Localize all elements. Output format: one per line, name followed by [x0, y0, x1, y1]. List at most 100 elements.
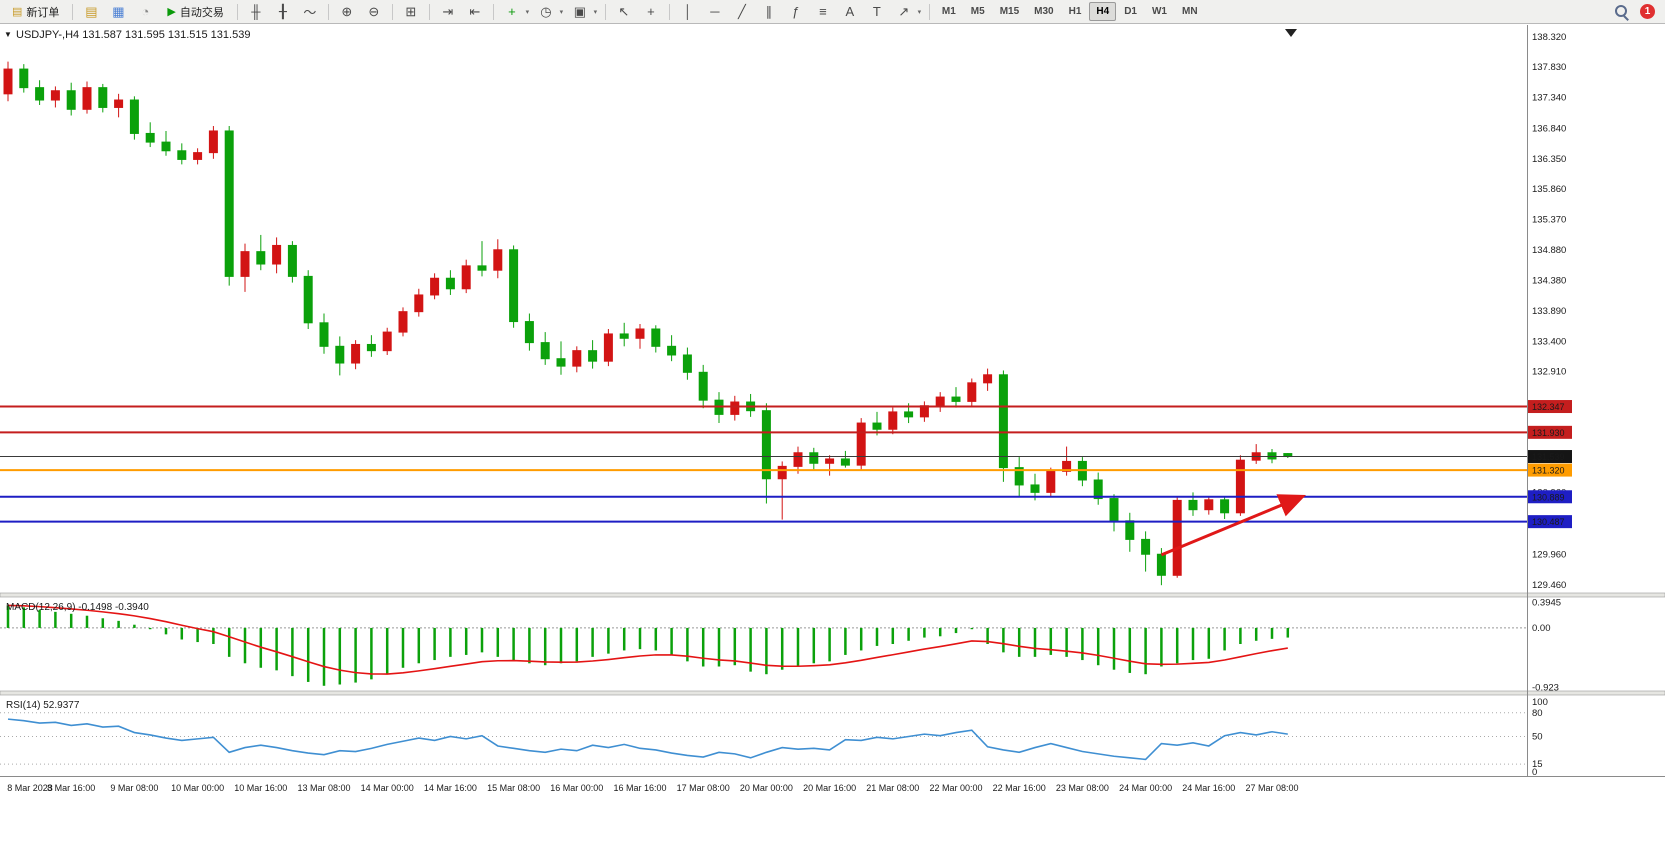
candlestick [366, 335, 376, 357]
toolbar-separator [236, 3, 238, 20]
vertical-line-icon[interactable]: │ [683, 4, 692, 19]
timeframe-button-m30[interactable]: M30 [1034, 6, 1054, 17]
line-chart-icon[interactable]: ～ [303, 5, 317, 20]
collapse-arrow-icon[interactable]: ▼ [4, 30, 12, 39]
fibonacci-icon[interactable]: ƒ [792, 4, 800, 19]
candlestick [398, 307, 408, 337]
arrows-tool-icon-dropdown[interactable]: ▾ [917, 8, 922, 16]
profiles-icon[interactable]: ▦ [112, 3, 125, 19]
new-order-button[interactable]: ▤ 新订单 [4, 1, 67, 23]
periods-icon[interactable]: ◷ [540, 3, 552, 19]
panel-separator[interactable] [0, 690, 1665, 696]
time-axis-label: 27 Mar 08:00 [1245, 783, 1298, 793]
candlestick [50, 86, 60, 108]
channel-icon[interactable]: ∥ [765, 3, 773, 19]
text-icon[interactable]: A [845, 4, 855, 19]
rsi-axis-label: 100 [1532, 697, 1548, 708]
templates-icon-dropdown[interactable]: ▾ [593, 8, 598, 16]
crosshair-icon[interactable]: + [647, 4, 655, 19]
time-axis-label: 24 Mar 16:00 [1182, 783, 1235, 793]
rsi-axis-label: 50 [1532, 732, 1543, 743]
candlestick [761, 403, 771, 504]
candlestick [145, 122, 155, 148]
time-axis-label: 10 Mar 00:00 [171, 783, 224, 793]
svg-text:131.930: 131.930 [1532, 428, 1565, 438]
candlestick [1062, 446, 1072, 476]
indicators-icon-dropdown[interactable]: ▾ [525, 8, 530, 16]
cursor-icon[interactable]: ↖ [618, 3, 630, 19]
candlestick [998, 370, 1008, 482]
candlestick [888, 407, 898, 435]
timeframe-button-m1[interactable]: M1 [941, 6, 956, 17]
chart-title: USDJPY-,H4 131.587 131.595 131.515 131.5… [16, 29, 250, 41]
candlestick [256, 234, 266, 271]
shapes-icon[interactable]: ≡ [819, 4, 827, 19]
bar-chart-icon[interactable]: ╫ [251, 4, 261, 19]
price-axis-label: 129.960 [1532, 549, 1566, 560]
chart-shift-icon[interactable]: ⇤ [469, 3, 481, 19]
periods-icon-dropdown[interactable]: ▾ [559, 8, 564, 16]
price-axis-label: 133.400 [1532, 336, 1566, 347]
candlestick [540, 332, 550, 365]
search-icon[interactable] [1609, 2, 1633, 21]
price-axis-label: 129.460 [1532, 580, 1566, 591]
zoom-out-icon[interactable]: ⊖ [368, 3, 380, 19]
candlestick [82, 81, 92, 114]
candlestick [777, 461, 787, 520]
candlestick [667, 335, 677, 362]
text-label-icon[interactable]: T [872, 4, 881, 19]
time-axis-label: 16 Mar 16:00 [613, 783, 666, 793]
toolbar-separator [604, 3, 606, 20]
macd-indicator-label: MACD(12,26,9) -0.1498 -0.3940 [6, 602, 149, 613]
templates-icon[interactable]: ▣ [573, 3, 587, 19]
candlestick [303, 270, 313, 329]
chart-shift-marker[interactable] [1285, 29, 1297, 37]
new-chart-icon[interactable]: ▤ [85, 3, 98, 19]
price-chart-canvas[interactable]: 138.320 137.830 137.340 136.840 136.350 135.8… [0, 25, 1665, 844]
panel-separator[interactable] [0, 592, 1665, 598]
timeframe-button-m5[interactable]: M5 [970, 6, 985, 17]
timeframe-button-d1[interactable]: D1 [1124, 6, 1137, 17]
candlestick [161, 130, 171, 156]
rsi-axis-label: 80 [1532, 708, 1543, 719]
candlestick [19, 64, 29, 93]
candlestick [1141, 531, 1151, 572]
timeframe-button-h4[interactable]: H4 [1089, 2, 1117, 21]
toolbar-separator [391, 3, 393, 20]
timeframe-button-w1[interactable]: W1 [1151, 6, 1167, 17]
candlestick [967, 378, 977, 406]
arrows-tool-icon[interactable]: ↗ [898, 3, 910, 19]
timeframe-button-mn[interactable]: MN [1181, 6, 1198, 17]
tile-windows-icon[interactable]: ⊞ [405, 3, 417, 19]
macd-axis-label: 0.3945 [1532, 598, 1561, 609]
trendline-icon[interactable]: ╱ [737, 3, 746, 19]
zoom-in-icon[interactable]: ⊕ [341, 3, 353, 19]
timeframe-button-m15[interactable]: M15 [999, 6, 1020, 17]
rsi-axis-label: 15 [1532, 759, 1543, 770]
auto-scroll-icon[interactable]: ⇥ [442, 3, 454, 19]
timeframe-button-h1[interactable]: H1 [1068, 6, 1082, 17]
support-line-2-price-tag: 130.487 [1528, 515, 1572, 529]
time-axis-label: 23 Mar 08:00 [1056, 783, 1109, 793]
candlestick-chart-icon[interactable]: ╂ [278, 3, 287, 19]
rsi-line [7, 718, 1288, 761]
time-axis-label: 14 Mar 00:00 [361, 783, 414, 793]
time-axis-label: 20 Mar 00:00 [740, 783, 793, 793]
candlestick [1046, 467, 1056, 497]
price-axis-label: 138.320 [1532, 32, 1566, 43]
svg-text:132.347: 132.347 [1532, 402, 1565, 412]
toolbar-separator [327, 3, 329, 20]
time-axis-label: 17 Mar 08:00 [677, 783, 730, 793]
candlestick [430, 273, 440, 300]
candlestick [524, 313, 534, 351]
candlestick [224, 126, 234, 286]
indicators-icon[interactable]: + [508, 4, 516, 19]
candlestick [114, 93, 124, 118]
trend-arrow[interactable] [1160, 494, 1306, 557]
autotrading-button[interactable]: ▶ 自动交易 [159, 1, 231, 23]
notification-badge[interactable]: 1 [1640, 4, 1655, 19]
refresh-icon[interactable]: ◔ [141, 4, 150, 19]
time-axis-label: 8 Mar 16:00 [47, 783, 95, 793]
candlestick [1220, 497, 1230, 519]
horizontal-line-icon[interactable]: ─ [710, 4, 720, 19]
